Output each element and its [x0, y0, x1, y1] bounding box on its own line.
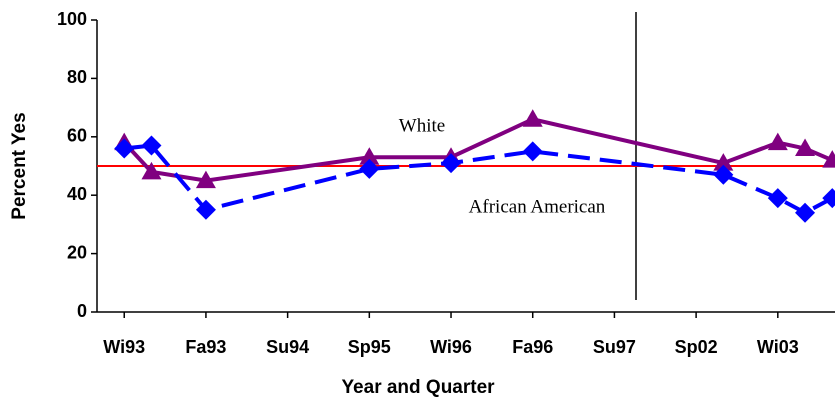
x-tick-label: Sp02 — [675, 337, 718, 357]
marker — [713, 153, 734, 171]
x-tick-label: Wi03 — [757, 337, 799, 357]
marker — [441, 153, 462, 174]
x-tick-label: Fa93 — [185, 337, 226, 357]
marker — [767, 132, 788, 151]
y-tick-label: 20 — [67, 242, 87, 262]
y-tick-label: 40 — [67, 184, 87, 204]
x-tick-label: Sp95 — [348, 337, 391, 357]
y-tick-label: 0 — [77, 301, 87, 321]
marker — [195, 199, 216, 220]
y-axis-title: Percent Yes — [9, 112, 30, 219]
marker — [141, 161, 162, 180]
annotation: African American — [469, 196, 606, 217]
marker — [767, 188, 788, 209]
series-line — [124, 143, 834, 215]
marker — [359, 158, 380, 179]
x-tick-label: Fa96 — [512, 337, 553, 357]
marker — [141, 135, 162, 156]
marker — [359, 147, 380, 165]
annotation: White — [399, 115, 445, 136]
x-tick-label: Wi93 — [103, 337, 145, 357]
marker — [795, 138, 816, 156]
x-axis-title: Year and Quarter — [341, 377, 495, 398]
marker — [522, 109, 543, 127]
marker — [522, 141, 543, 162]
marker — [795, 202, 816, 223]
x-tick-label: Wi96 — [430, 337, 472, 357]
x-tick-label: Su97 — [593, 337, 636, 357]
y-tick-label: 100 — [57, 9, 87, 29]
marker — [822, 150, 835, 168]
marker — [713, 164, 734, 185]
marker — [822, 188, 835, 209]
x-tick-label: Su94 — [266, 337, 309, 357]
marker — [195, 170, 216, 189]
marker — [114, 138, 135, 159]
y-tick-label: 80 — [67, 67, 87, 87]
y-tick-label: 60 — [67, 126, 87, 146]
